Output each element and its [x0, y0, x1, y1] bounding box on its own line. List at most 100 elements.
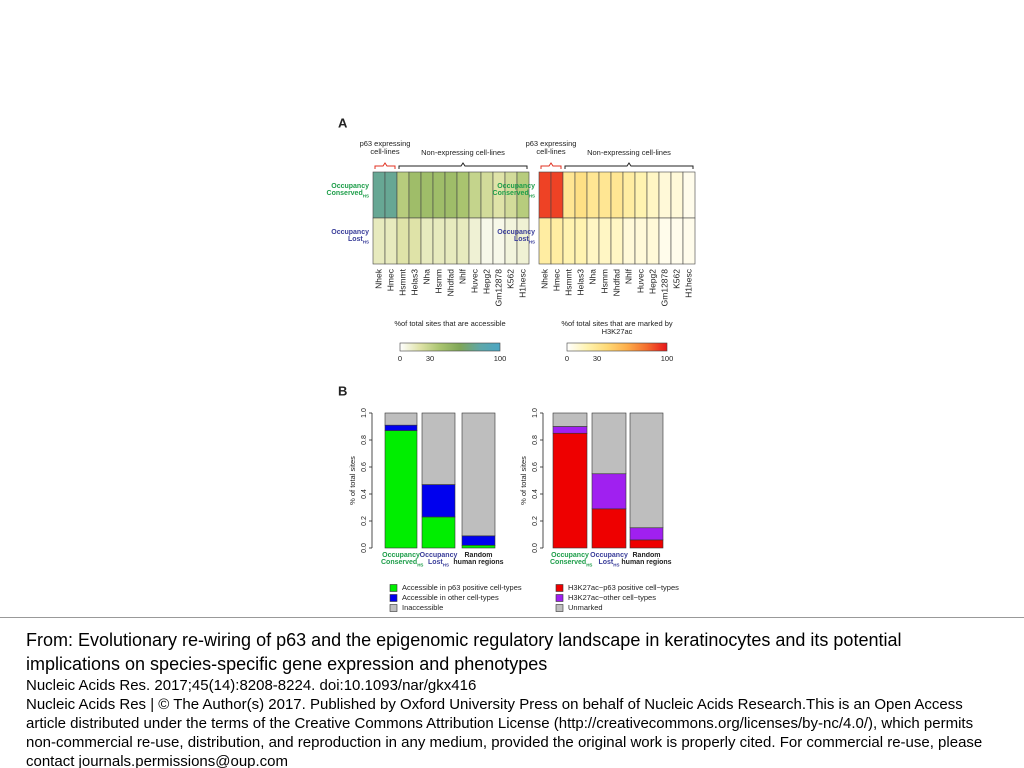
- heatmap-cell: [538, 217, 552, 265]
- label: Non-expressing cell-lines: [403, 149, 523, 157]
- heatmap-cell: [372, 217, 386, 265]
- heatmap-cell: [646, 217, 660, 265]
- column-label: Gm12878: [493, 269, 503, 307]
- label: Occupancy ConservedHS: [550, 552, 592, 568]
- heatmap-cell: [682, 171, 696, 219]
- x-tick-label: Occupancy Conserved: [550, 552, 589, 567]
- bar-segment: [552, 432, 588, 549]
- heatmap-cell: [574, 217, 588, 265]
- colorbar-tick-label: 100: [494, 354, 507, 363]
- y-axis-label: % of total sites: [348, 456, 357, 505]
- label: Occupancy LostHS: [589, 552, 629, 568]
- heatmap-cell: [562, 217, 576, 265]
- column-label: Hsmmt: [563, 268, 573, 296]
- y-tick-label: 0.4: [532, 489, 539, 499]
- column-label: Hsmm: [433, 269, 443, 294]
- colorbar-label: %of total sites that are accessible: [394, 320, 506, 328]
- label: Non-expressing cell-lines: [569, 149, 689, 157]
- heatmap-cell: [396, 171, 410, 219]
- bar-segment: [461, 412, 496, 537]
- x-tick-label: Occupancy Lost: [590, 552, 628, 567]
- label: p63 expressing cell-lines: [520, 140, 582, 156]
- heatmap-cell: [670, 217, 684, 265]
- heatmap-cell: [670, 171, 684, 219]
- label: Random human regions: [453, 552, 505, 567]
- heatmap-cell: [396, 217, 410, 265]
- caption: From: Evolutionary re-wiring of p63 and …: [0, 617, 1024, 768]
- bar-segment: [591, 412, 627, 475]
- heatmap-cell: [550, 171, 564, 219]
- row-label: Occupancy: [497, 229, 535, 236]
- column-label: Gm12878: [659, 269, 669, 307]
- caption-citation: Nucleic Acids Res. 2017;45(14):8208-8224…: [26, 677, 477, 694]
- x-tick-label-subscript: HS: [417, 562, 424, 568]
- label-box: Random human regions: [453, 552, 505, 567]
- label: Occupancy LostHS: [419, 552, 459, 568]
- heatmap-cell: [516, 217, 530, 265]
- column-label: Huvec: [635, 268, 645, 293]
- column-label: Hsmm: [599, 269, 609, 294]
- heatmap-cell: [538, 171, 552, 219]
- heatmap-cell: [408, 217, 422, 265]
- colorbar-tick-label: 30: [426, 354, 434, 363]
- heatmap-cell: [682, 217, 696, 265]
- panel-label: B: [338, 383, 347, 398]
- heatmap-cell: [456, 171, 470, 219]
- column-label: Hmec: [551, 268, 561, 291]
- x-tick-label: Random human regions: [453, 552, 504, 567]
- y-tick-label: 0.6: [361, 462, 368, 472]
- legend-swatch: [389, 604, 398, 612]
- label-box: Non-expressing cell-lines: [569, 149, 689, 157]
- bar-segment: [421, 516, 456, 549]
- row-label: Occupancy: [497, 183, 535, 190]
- colorbar-tick-label: 0: [565, 354, 569, 363]
- y-tick-label: 0.4: [361, 489, 368, 499]
- heatmap-cell: [646, 171, 660, 219]
- y-tick-label: 0.0: [361, 543, 368, 553]
- legend-swatch: [389, 584, 398, 592]
- y-tick-label: 0.8: [532, 435, 539, 445]
- caption-title: From: Evolutionary re-wiring of p63 and …: [26, 630, 902, 674]
- column-label: Hmec: [385, 268, 395, 291]
- row-label-subscript: HS: [362, 193, 369, 199]
- label: Occupancy ConservedHS: [381, 552, 424, 568]
- label: p63 expressing cell-lines: [354, 140, 416, 156]
- heatmap-cell: [634, 171, 648, 219]
- heatmap-cell: [574, 171, 588, 219]
- label-box: Occupancy ConservedHS: [550, 552, 592, 568]
- legend-label: H3K27ac−other cell−types: [568, 593, 656, 602]
- colorbar: [399, 342, 501, 352]
- colorbar-label: %of total sites that are marked by H3K27…: [561, 320, 673, 336]
- row-label: Occupancy: [331, 229, 369, 236]
- column-label: H1hesc: [683, 268, 693, 298]
- column-label: Hsmmt: [397, 268, 407, 296]
- figure: A B Nhek Hmec Hsmmt Helas3 Nha Hsmm Nhdfad Nhlf…: [327, 115, 696, 612]
- bar-segment: [591, 473, 627, 510]
- row-label-subscript: HS: [362, 239, 369, 245]
- row-label-subscript: HS: [528, 193, 535, 199]
- bar-segment: [629, 527, 664, 541]
- column-label: Hepg2: [647, 269, 657, 294]
- heatmap-cell: [610, 171, 624, 219]
- x-tick-label: Occupancy Conserved: [381, 552, 420, 567]
- label-box: %of total sites that are accessible: [394, 320, 506, 328]
- colorbar-tick-label: 0: [398, 354, 402, 363]
- label-box: %of total sites that are marked by H3K27…: [561, 320, 673, 336]
- y-tick-label: 1.0: [532, 408, 539, 418]
- legend-label: Unmarked: [568, 603, 603, 612]
- column-label: K562: [671, 269, 681, 289]
- bar-segment: [421, 412, 456, 485]
- legend-swatch: [389, 594, 398, 602]
- column-label: Huvec: [469, 268, 479, 293]
- legend-swatch: [555, 604, 564, 612]
- colorbar-tick-label: 30: [593, 354, 601, 363]
- label-box: p63 expressing cell-lines: [520, 140, 582, 156]
- heatmap-cell: [432, 217, 446, 265]
- heatmap-cell: [444, 171, 458, 219]
- column-label: Nha: [587, 269, 597, 285]
- label-box: Occupancy ConservedHS: [381, 552, 424, 568]
- bar-segment: [552, 412, 588, 427]
- column-label: Helas3: [575, 269, 585, 296]
